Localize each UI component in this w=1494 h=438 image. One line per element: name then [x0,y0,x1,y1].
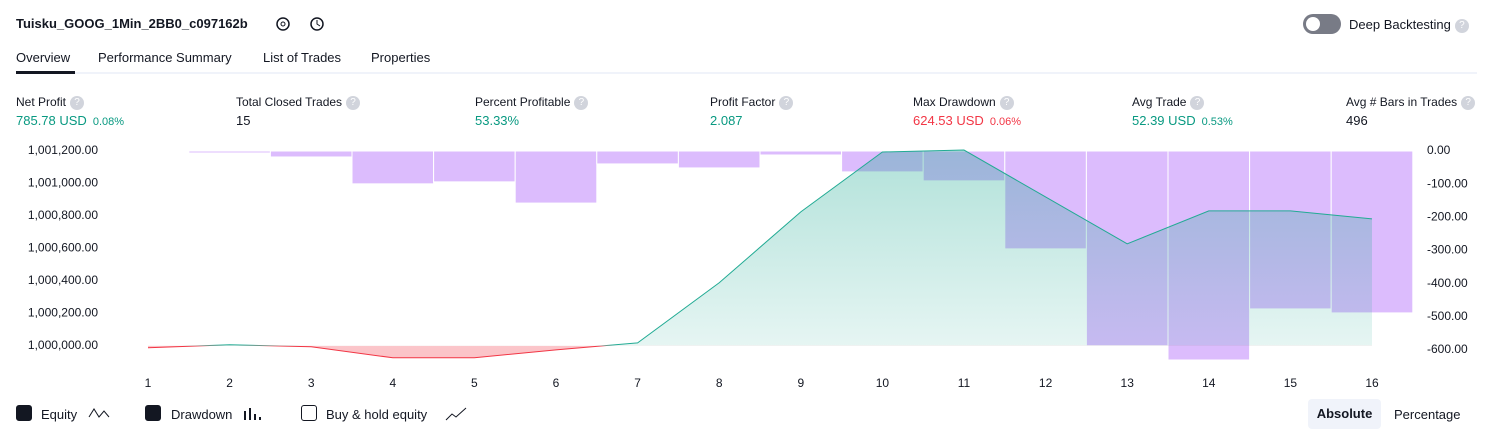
metric-value: 2.087 [710,113,743,128]
y-tick-label: 1,000,400.00 [28,273,98,287]
x-tick-label: 13 [1121,376,1135,390]
metric-label: Avg Trade? [1132,95,1205,110]
x-tick-label: 14 [1202,376,1216,390]
legend-drawdown: Drawdown [171,407,233,422]
metric-label: Max Drawdown? [913,95,1014,110]
y2-tick-label: -300.00 [1427,243,1468,257]
y2-tick-label: -200.00 [1427,210,1468,224]
drawdown-bar [433,150,516,183]
checkbox[interactable] [16,405,32,421]
drawdown-bar [677,150,761,169]
metric-label: Net Profit? [16,95,85,110]
x-tick-label: 8 [716,376,723,390]
x-tick-label: 10 [876,376,890,390]
y2-tick-label: -500.00 [1427,309,1468,323]
metric-value: 785.78 USD 0.08% [16,113,124,128]
drawdown-bar [106,150,190,153]
metric-percent: 0.06% [989,116,1022,128]
help-icon[interactable]: ? [1190,95,1205,110]
metric-value: 15 [236,113,250,128]
metric-label: Profit Factor? [710,95,794,110]
metric-percent: 0.08% [92,116,125,128]
y-tick-label: 1,000,800.00 [28,208,98,222]
metric-value: 53.33% [475,113,519,128]
x-tick-label: 11 [958,376,971,390]
x-tick-label: 2 [226,376,233,390]
y-tick-label: 1,000,000.00 [28,338,98,352]
metric-value: 52.39 USD 0.53% [1132,113,1233,128]
tab-indicator [16,71,75,74]
drawdown-bar [514,150,598,204]
drawdown-bar [351,150,435,185]
deep-backtesting-label: Deep Backtesting? [1349,17,1469,33]
tab[interactable]: Performance Summary [98,50,232,65]
x-tick-label: 5 [471,376,478,390]
x-tick-label: 4 [389,376,396,390]
help-icon[interactable]: ? [1461,95,1476,110]
drawdown-bar [188,150,271,154]
metric-number: 2.087 [710,113,743,128]
help-icon[interactable]: ? [346,95,361,110]
drawdown-bar [759,150,843,156]
x-tick-label: 15 [1284,376,1298,390]
x-tick-label: 3 [308,376,315,390]
y2-tick-label: -100.00 [1427,176,1468,190]
metric-value: 624.53 USD 0.06% [913,113,1021,128]
tab[interactable]: List of Trades [263,50,342,65]
x-tick-label: 1 [145,376,152,390]
metric-value: 496 [1346,113,1368,128]
legend-equity: Equity [41,407,78,422]
help-icon[interactable]: ? [779,95,794,110]
y-tick-label: 1,000,200.00 [28,305,98,319]
x-tick-label: 6 [553,376,560,390]
y-tick-label: 1,000,600.00 [28,241,98,255]
metric-label: Percent Profitable? [475,95,589,110]
y2-tick-label: -400.00 [1427,276,1468,290]
help-icon[interactable]: ? [999,95,1014,110]
x-tick-label: 7 [634,376,641,390]
tab-divider [75,72,1477,74]
help-icon[interactable]: ? [70,95,85,110]
help-icon[interactable]: ? [574,95,589,110]
drawdown-bar [269,150,353,158]
checkbox[interactable] [145,405,161,421]
deep-backtesting: Deep Backtesting [1349,17,1451,32]
equity-area-negative [148,345,604,358]
y2-tick-label: 0.00 [1427,143,1451,157]
metric-percent: 0.53% [1201,116,1233,128]
y2-tick-label: -600.00 [1427,342,1468,356]
metric-number: 15 [236,113,251,128]
y-tick-label: 1,001,200.00 [28,143,98,157]
x-tick-label: 12 [1039,376,1053,390]
tab[interactable]: Properties [371,50,431,65]
metric-label: Total Closed Trades? [236,95,361,110]
header-icons[interactable] [274,14,336,34]
legend-buy-hold: Buy & hold equity [326,407,428,422]
button-percentage[interactable]: Percentage [1394,407,1461,422]
metric-label: Avg # Bars in Trades? [1346,95,1476,110]
metric-number: 52.39 USD [1132,113,1196,128]
y-tick-label: 1,001,000.00 [28,176,98,190]
strategy-title: Tuisku_GOOG_1Min_2BB0_c097162b [16,16,248,31]
equity-line-negative [147,345,610,359]
checkbox[interactable] [301,405,317,421]
metric-number: 624.53 USD [913,113,984,128]
equity-line [188,149,1373,346]
x-tick-label: 9 [797,376,804,390]
button-absolute[interactable]: Absolute [1308,399,1381,429]
metric-number: 53.33% [475,113,520,128]
drawdown-bar [596,150,679,165]
legend-icons [88,407,467,421]
toggle[interactable] [1303,14,1341,34]
metric-number: 785.78 USD [16,113,87,128]
metric-number: 496 [1346,113,1368,128]
tab[interactable]: Overview [16,50,71,65]
x-tick-label: 16 [1365,376,1379,390]
